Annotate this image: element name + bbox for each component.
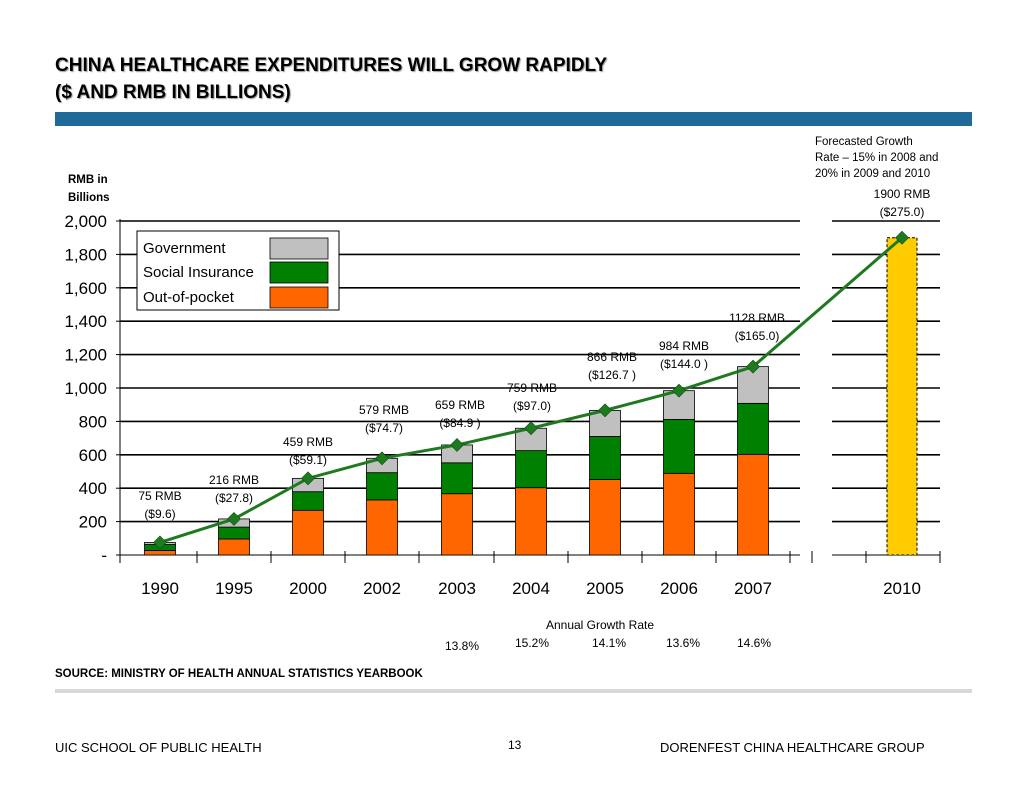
total-label-rmb-1990: 75 RMB	[138, 489, 181, 503]
bar-segment-out-of-pocket-1990	[144, 550, 176, 556]
trend-marker-1995	[227, 512, 241, 526]
y-tick-label: 400	[79, 479, 107, 498]
bar-segment-social-insurance-2002	[366, 472, 398, 501]
total-label-rmb-2000: 459 RMB	[283, 435, 333, 449]
page-number: 13	[508, 738, 522, 752]
growth-rate-2003: 13.8%	[445, 639, 479, 653]
total-label-usd-2005: ($126.7 )	[588, 368, 636, 382]
title-divider-bar	[55, 112, 972, 126]
legend-swatch-government	[269, 237, 329, 260]
y-tick-label: 600	[79, 446, 107, 465]
y-axis-title-line2: Billions	[68, 192, 110, 204]
total-label-rmb-2005: 866 RMB	[587, 350, 637, 364]
growth-rate-2005: 14.1%	[592, 636, 626, 650]
trend-marker-2002	[375, 451, 389, 466]
trend-marker-2004	[524, 421, 538, 436]
legend-swatch-social-insurance	[269, 261, 329, 284]
y-axis-title-line1: RMB in	[68, 174, 108, 186]
bar-segment-government-2006	[663, 390, 695, 420]
total-label-usd-2002: ($74.7)	[365, 421, 403, 435]
total-label-usd-2000: ($59.1)	[289, 453, 327, 467]
total-label-rmb-2004: 759 RMB	[507, 381, 557, 395]
bar-segment-out-of-pocket-2007	[737, 453, 769, 556]
bar-segment-out-of-pocket-2000	[292, 509, 324, 556]
total-label-usd-1995: ($27.8)	[215, 491, 253, 505]
y-tick-label: 200	[79, 513, 107, 532]
source-note: SOURCE: MINISTRY OF HEALTH ANNUAL STATIS…	[55, 668, 423, 680]
growth-rate-2007: 14.6%	[737, 636, 771, 650]
total-label-usd-2007: ($165.0)	[735, 329, 780, 343]
total-label-usd-1990: ($9.6)	[144, 507, 175, 521]
y-tick-label: 1,600	[64, 279, 107, 298]
forecast-note-line-1: Forecasted Growth	[815, 136, 913, 148]
bar-segment-out-of-pocket-2005	[589, 479, 621, 556]
legend-swatch-out-of-pocket	[269, 286, 329, 309]
footer-divider	[55, 689, 972, 693]
y-tick-label: 1,200	[64, 346, 107, 365]
trend-marker-2010	[895, 230, 909, 245]
bar-segment-out-of-pocket-2003	[441, 493, 473, 556]
bar-segment-social-insurance-2005	[589, 436, 621, 480]
total-label-rmb-2007: 1128 RMB	[729, 311, 785, 325]
x-tick-label-1995: 1995	[215, 579, 253, 598]
growth-rate-2004: 15.2%	[515, 636, 549, 650]
bar-segment-out-of-pocket-2002	[366, 499, 398, 556]
trend-marker-1990	[153, 535, 167, 550]
y-tick-label: 1,800	[64, 245, 107, 264]
bar-segment-social-insurance-2000	[292, 491, 324, 511]
x-tick-label-2003: 2003	[438, 579, 476, 598]
trend-marker-2005	[598, 403, 612, 418]
total-label-rmb-1995: 216 RMB	[209, 473, 259, 487]
x-tick-label-2005: 2005	[586, 579, 624, 598]
bar-segment-out-of-pocket-2004	[515, 487, 547, 556]
y-tick-label: 2,000	[64, 212, 107, 231]
y-tick-label: 800	[79, 412, 107, 431]
footer-company: DORENFEST CHINA HEALTHCARE GROUP	[660, 740, 925, 755]
bar-segment-out-of-pocket-1995	[218, 538, 250, 556]
x-tick-label-1990: 1990	[141, 579, 179, 598]
forecast-note-line-2: Rate – 15% in 2008 and	[815, 152, 938, 164]
bar-segment-social-insurance-1995	[218, 526, 250, 540]
legend-label-out-of-pocket: Out-of-pocket	[143, 289, 235, 306]
bar-segment-social-insurance-2006	[663, 418, 695, 474]
total-label-usd-2010: ($275.0)	[880, 205, 925, 219]
total-label-usd-2004: ($97.0)	[513, 399, 551, 413]
x-tick-label-2000: 2000	[289, 579, 327, 598]
trend-line	[159, 236, 903, 544]
bar-segment-social-insurance-2004	[515, 450, 547, 489]
bar-segment-out-of-pocket-2006	[663, 472, 695, 556]
trend-marker-2000	[301, 471, 315, 486]
trend-marker-2007	[746, 359, 760, 374]
total-label-usd-2003: ($84.9 )	[439, 416, 480, 430]
growth-rate-2006: 13.6%	[666, 636, 700, 650]
forecast-note-line-3: 20% in 2009 and 2010	[815, 168, 930, 180]
total-label-rmb-2003: 659 RMB	[435, 398, 485, 412]
legend-label-social-insurance: Social Insurance	[143, 264, 254, 281]
forecast-bar-2010	[886, 237, 918, 556]
legend-label-government: Government	[143, 240, 226, 257]
total-label-rmb-2006: 984 RMB	[659, 339, 709, 353]
x-tick-label-2010: 2010	[883, 579, 921, 598]
slide-title-line2: ($ AND RMB IN BILLIONS)	[55, 82, 291, 103]
x-tick-label-2007: 2007	[734, 579, 772, 598]
footer-organization: UIC SCHOOL OF PUBLIC HEALTH	[55, 740, 262, 755]
bar-segment-social-insurance-2007	[737, 402, 769, 455]
total-label-rmb-2002: 579 RMB	[359, 403, 409, 417]
y-tick-label: 1,000	[64, 379, 107, 398]
slide-title: CHINA HEALTHCARE EXPENDITURES WILL GROW …	[55, 52, 607, 106]
slide-title-line1: CHINA HEALTHCARE EXPENDITURES WILL GROW …	[55, 55, 608, 76]
total-label-rmb-2010: 1900 RMB	[874, 187, 931, 201]
x-tick-label-2006: 2006	[660, 579, 698, 598]
bar-segment-social-insurance-2003	[441, 462, 473, 495]
total-label-usd-2006: ($144.0 )	[660, 357, 708, 371]
x-tick-label-2004: 2004	[512, 579, 550, 598]
trend-marker-2003	[450, 438, 464, 452]
y-tick-label: -	[101, 546, 107, 565]
y-tick-label: 1,400	[64, 312, 107, 331]
trend-marker-2006	[672, 383, 686, 398]
growth-rate-title: Annual Growth Rate	[546, 618, 654, 632]
x-tick-label-2002: 2002	[363, 579, 401, 598]
